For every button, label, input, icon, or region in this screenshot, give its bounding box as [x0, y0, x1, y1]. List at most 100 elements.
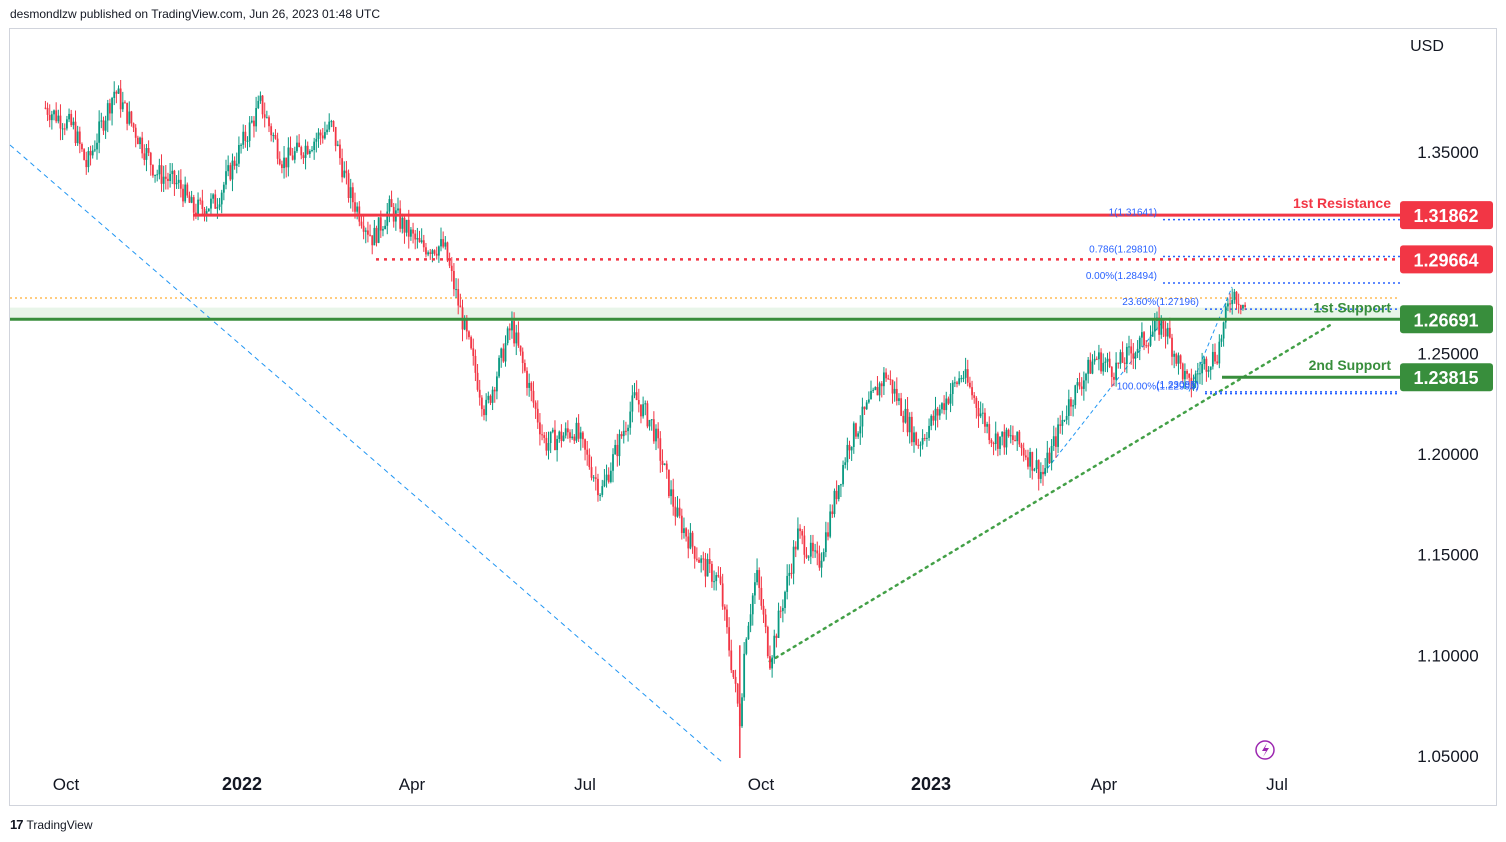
candle-425: [958, 371, 961, 386]
candle-body: [1063, 419, 1066, 421]
candle-154: [375, 225, 378, 247]
candle-body: [951, 382, 954, 395]
candle-109: [278, 151, 281, 166]
candle-93: [244, 125, 247, 148]
candle-498: [1115, 352, 1118, 387]
candle-315: [721, 573, 724, 610]
candle-body: [657, 428, 660, 439]
candle-body: [470, 337, 473, 349]
candle-26: [100, 112, 103, 129]
candle-21: [89, 145, 92, 166]
candle-body: [1222, 322, 1225, 339]
candle-449: [1009, 425, 1012, 444]
candle-body: [1039, 471, 1042, 479]
candle-11: [68, 108, 70, 123]
candle-503: [1125, 343, 1128, 374]
uptrend-line-major: [768, 323, 1332, 663]
candle-body: [336, 144, 339, 146]
candle-body: [177, 179, 180, 183]
candle-body: [964, 369, 967, 378]
candle-body: [683, 528, 685, 534]
candle-342: [779, 606, 782, 619]
candle-222: [521, 347, 524, 374]
fib-label-2: 0.00%(1.28494): [1086, 271, 1157, 282]
candles-layer: [44, 79, 1247, 759]
candle-body: [248, 122, 251, 141]
candle-body: [311, 150, 313, 152]
candle-body: [521, 351, 524, 364]
candle-170: [410, 227, 412, 241]
guide-lines-layer: [9, 144, 1400, 763]
candle-body: [1141, 332, 1143, 338]
candle-body: [453, 271, 455, 290]
candle-body: [543, 435, 546, 438]
candle-72: [199, 197, 202, 205]
candle-body: [945, 398, 948, 411]
candle-544: [1214, 343, 1216, 365]
candle-28: [104, 115, 107, 139]
candle-body: [354, 202, 356, 212]
candle-body: [928, 425, 930, 438]
candle-30: [109, 98, 111, 121]
candle-163: [394, 203, 397, 231]
candle-221: [519, 345, 522, 356]
candle-114: [289, 136, 292, 156]
candle-body: [719, 576, 722, 584]
candle-348: [792, 540, 795, 585]
candle-404: [913, 426, 915, 453]
candle-119: [300, 145, 303, 160]
candle-body: [1220, 338, 1223, 342]
candle-body: [665, 463, 668, 470]
x-tick-2: Apr: [399, 775, 426, 794]
candle-body: [328, 121, 331, 130]
candle-177: [425, 242, 427, 258]
candle-body: [457, 289, 460, 306]
candle-body: [934, 408, 937, 421]
candle-133: [330, 119, 333, 128]
candle-385: [872, 387, 875, 393]
candle-body: [487, 395, 490, 400]
candle-1: [46, 102, 49, 122]
candle-body: [1022, 448, 1025, 456]
candle-body: [704, 558, 707, 577]
candle-275: [635, 380, 638, 401]
candle-body: [233, 160, 236, 166]
candle-body: [498, 357, 500, 377]
candle-475: [1065, 405, 1068, 425]
candle-body: [1067, 399, 1070, 416]
candle-546: [1218, 334, 1221, 369]
candle-body: [46, 107, 49, 115]
tradingview-logo-icon: 17: [10, 817, 24, 832]
candle-515: [1151, 320, 1154, 337]
candle-body: [1050, 445, 1053, 464]
candle-531: [1186, 369, 1188, 380]
candle-body: [1117, 362, 1120, 364]
candle-body: [240, 144, 242, 146]
candle-104: [268, 115, 270, 133]
candle-body: [491, 389, 494, 403]
candle-79: [214, 189, 217, 210]
candle-509: [1138, 335, 1141, 361]
candle-228: [534, 400, 537, 419]
candle-body: [444, 242, 447, 247]
candle-body: [573, 436, 576, 441]
candle-body: [728, 627, 731, 651]
candle-body: [678, 507, 681, 516]
candle-body: [74, 121, 77, 144]
candle-513: [1147, 342, 1150, 354]
candle-235: [549, 431, 552, 454]
candle-body: [199, 199, 202, 201]
candle-body: [171, 170, 174, 175]
candle-103: [265, 110, 268, 119]
candle-body: [356, 206, 359, 212]
candle-body: [708, 559, 711, 564]
candle-384: [870, 380, 872, 400]
candle-body: [631, 395, 634, 412]
chart-frame[interactable]: [9, 28, 1497, 806]
candle-262: [607, 467, 610, 484]
candle-387: [876, 376, 879, 396]
candle-488: [1093, 350, 1096, 365]
candle-body: [1231, 300, 1234, 305]
candle-91: [240, 143, 242, 154]
